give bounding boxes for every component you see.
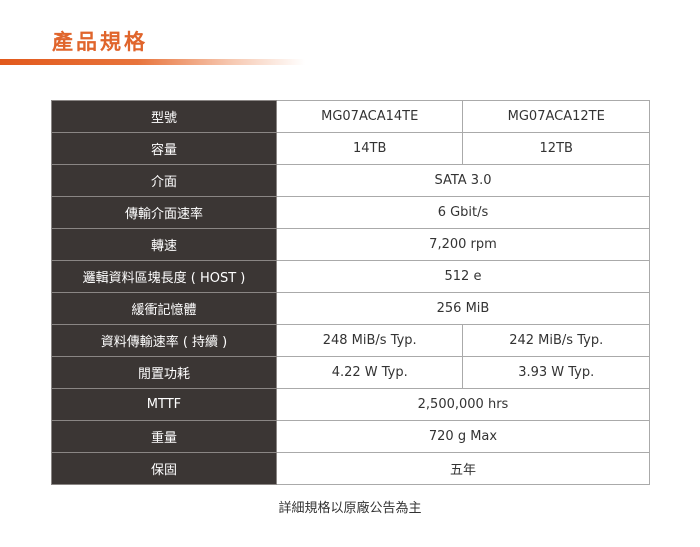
spec-value: 五年 — [275, 452, 651, 485]
footnote: 詳細規格以原廠公告為主 — [278, 501, 422, 516]
spec-value: 242 MiB/s Typ. — [462, 324, 650, 357]
spec-value: 4.22 W Typ. — [275, 356, 464, 389]
spec-label: 重量 — [51, 420, 277, 453]
spec-label: 型號 — [51, 100, 277, 133]
spec-row: 緩衝記憶體 256 MiB — [51, 292, 651, 325]
spec-row: 容量 14TB 12TB — [51, 132, 650, 165]
spec-value: MG07ACA14TE — [275, 100, 464, 133]
spec-row: 保固 五年 — [51, 452, 651, 485]
spec-label: 邏輯資料區塊長度 ( HOST ) — [51, 260, 277, 293]
spec-value: 720 g Max — [275, 420, 651, 453]
spec-value: 6 Gbit/s — [275, 196, 651, 229]
page-title: 產品規格 — [52, 30, 148, 54]
spec-label: 閒置功耗 — [51, 356, 277, 389]
spec-row: 轉速 7,200 rpm — [51, 228, 651, 261]
spec-row: 傳輸介面速率 6 Gbit/s — [51, 196, 651, 229]
spec-value: 3.93 W Typ. — [462, 356, 650, 389]
spec-label: 保固 — [51, 452, 277, 485]
spec-value: 512 e — [275, 260, 651, 293]
spec-row: 型號 MG07ACA14TE MG07ACA12TE — [51, 100, 650, 133]
spec-label: 介面 — [51, 164, 277, 197]
spec-label: 容量 — [51, 132, 277, 165]
spec-label: 轉速 — [51, 228, 277, 261]
spec-row: 閒置功耗 4.22 W Typ. 3.93 W Typ. — [51, 356, 650, 389]
spec-label: 傳輸介面速率 — [51, 196, 277, 229]
spec-value: 7,200 rpm — [275, 228, 651, 261]
spec-row: MTTF 2,500,000 hrs — [51, 388, 651, 421]
spec-row: 邏輯資料區塊長度 ( HOST ) 512 e — [51, 260, 651, 293]
spec-value: 248 MiB/s Typ. — [275, 324, 464, 357]
spec-table: 型號 MG07ACA14TE MG07ACA12TE 容量 14TB 12TB 介面 SATA… — [51, 100, 651, 485]
spec-row: 重量 720 g Max — [51, 420, 651, 453]
spec-value: MG07ACA12TE — [462, 100, 650, 133]
spec-value: SATA 3.0 — [275, 164, 651, 197]
spec-row: 資料傳輸速率 ( 持續 ) 248 MiB/s Typ. 242 MiB/s Typ… — [51, 324, 650, 357]
spec-label: 緩衝記憶體 — [51, 292, 277, 325]
spec-label: 資料傳輸速率 ( 持續 ) — [51, 324, 277, 357]
spec-value: 256 MiB — [275, 292, 651, 325]
title-underline — [0, 59, 305, 65]
spec-value: 14TB — [275, 132, 464, 165]
spec-value: 12TB — [462, 132, 650, 165]
spec-value: 2,500,000 hrs — [275, 388, 651, 421]
spec-row: 介面 SATA 3.0 — [51, 164, 651, 197]
spec-label: MTTF — [51, 388, 277, 421]
